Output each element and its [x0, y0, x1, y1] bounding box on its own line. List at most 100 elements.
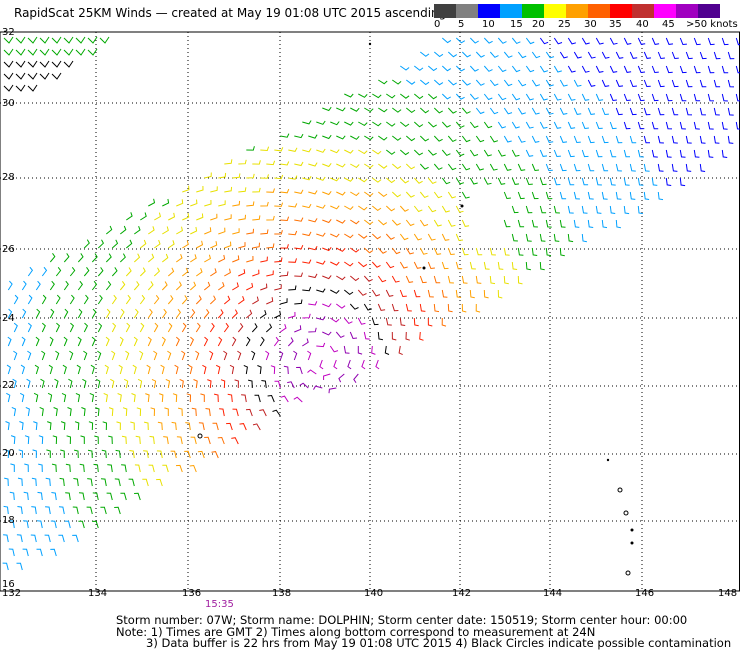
wind-barb	[111, 294, 117, 305]
wind-barb	[87, 449, 93, 459]
wind-barb	[93, 463, 99, 473]
wind-barb	[433, 275, 441, 284]
wind-barb	[693, 93, 701, 102]
wind-barb	[441, 121, 451, 128]
wind-barb	[63, 60, 74, 68]
wind-barb	[358, 93, 368, 98]
wind-barb	[3, 48, 14, 56]
wind-barb	[274, 174, 284, 180]
wind-barb	[385, 317, 392, 326]
wind-barb	[399, 149, 410, 156]
wind-barb	[581, 205, 588, 214]
footer-note-2: 3) Data buffer is 22 hrs from May 19 01:…	[146, 636, 732, 650]
wind-barb	[721, 93, 728, 102]
wind-barb	[344, 233, 354, 239]
wind-barb	[33, 392, 39, 403]
legend-label-50-knots: >50 knots	[686, 19, 738, 30]
wind-barb	[587, 51, 596, 59]
wind-barb	[17, 477, 23, 487]
wind-barb	[100, 506, 107, 515]
wind-barb	[67, 407, 72, 417]
wind-barb	[161, 336, 166, 347]
wind-barb	[45, 506, 51, 515]
wind-barb	[567, 93, 576, 101]
wind-barb	[573, 51, 582, 59]
wind-barb	[62, 364, 67, 375]
wind-barb	[210, 213, 218, 221]
wind-barb	[46, 449, 51, 458]
wind-barb	[461, 135, 471, 143]
wind-barb	[657, 51, 665, 60]
wind-barb	[392, 107, 402, 113]
wind-barb	[525, 65, 535, 73]
wind-barb	[333, 359, 338, 370]
wind-barb	[623, 205, 630, 215]
wind-barb	[49, 336, 54, 347]
lat-label-16: 16	[2, 579, 15, 590]
wind-barb	[372, 93, 382, 99]
wind-barb	[316, 260, 326, 265]
wind-barb	[595, 205, 602, 214]
wind-barb	[133, 253, 141, 263]
wind-barb	[61, 392, 67, 403]
wind-barb	[209, 295, 217, 305]
wind-barb	[104, 364, 109, 375]
wind-barb	[231, 336, 237, 347]
wind-barb	[378, 79, 388, 85]
wind-barb	[302, 148, 312, 153]
wind-barb	[4, 449, 10, 459]
wind-barb	[405, 303, 412, 312]
wind-barb	[573, 191, 580, 200]
wind-barb	[308, 190, 318, 195]
wind-barb	[364, 135, 374, 141]
wind-barb	[447, 303, 453, 313]
wind-barb	[336, 135, 346, 140]
wind-barb	[447, 219, 456, 227]
wind-barb	[693, 121, 700, 130]
wind-barb	[232, 228, 240, 235]
wind-barb	[265, 350, 270, 361]
wind-barb	[405, 275, 414, 283]
wind-barb	[455, 205, 464, 213]
wind-barb	[134, 226, 141, 235]
wind-barb	[260, 283, 268, 291]
legend-label-45: 45	[662, 19, 675, 30]
wind-barb	[433, 107, 443, 114]
wind-barb	[363, 303, 372, 311]
wind-barb	[181, 350, 186, 361]
wind-barb	[316, 176, 326, 181]
wind-barb	[245, 408, 253, 417]
wind-barb	[447, 191, 457, 199]
wind-barb	[319, 359, 324, 370]
wind-barb	[559, 247, 565, 257]
wind-barb	[378, 135, 388, 141]
wind-barb	[274, 147, 284, 152]
wind-barb	[307, 369, 317, 375]
wind-barb	[567, 177, 575, 186]
wind-barb	[175, 281, 182, 291]
wind-barb	[111, 267, 118, 277]
wind-barb	[567, 37, 577, 45]
wind-barb	[447, 135, 457, 143]
wind-barb	[89, 392, 95, 403]
wind-barb	[196, 268, 203, 277]
wind-barb	[713, 79, 721, 88]
wind-barb	[191, 407, 197, 417]
wind-barb	[707, 93, 715, 102]
wind-barb	[210, 241, 218, 249]
wind-barb	[671, 163, 678, 172]
wind-barb	[202, 364, 207, 375]
wind-barb	[587, 219, 594, 228]
wind-barb	[665, 37, 674, 45]
wind-barb	[231, 437, 239, 445]
wind-barb	[125, 239, 133, 249]
wind-barb	[511, 65, 521, 73]
wind-barb	[294, 272, 303, 277]
wind-barb	[336, 191, 346, 196]
wind-barb	[92, 492, 99, 501]
wind-barb	[238, 269, 246, 277]
lon-label-144: 144	[543, 588, 563, 599]
wind-barb	[204, 254, 211, 263]
wind-barb	[364, 191, 374, 197]
wind-barb	[47, 392, 53, 403]
